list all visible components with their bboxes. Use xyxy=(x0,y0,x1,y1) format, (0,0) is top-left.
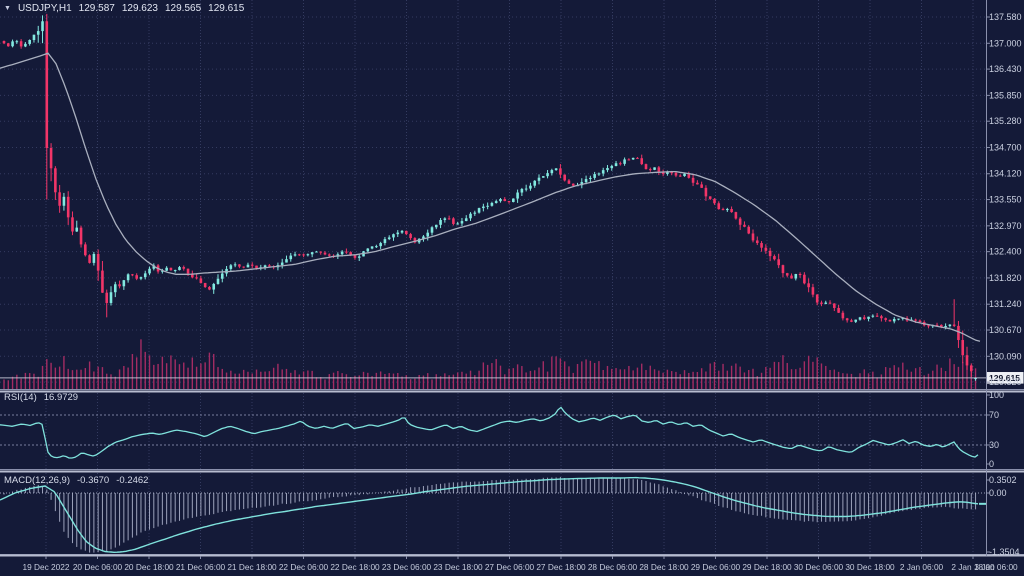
time-axis-label: 28 Dec 06:00 xyxy=(588,562,638,572)
price-axis-label: 135.280 xyxy=(989,116,1022,126)
macd-name: MACD(12,26,9) xyxy=(4,475,70,486)
time-axis-label: 2 Jan 18:00 xyxy=(951,562,995,572)
symbol-timeframe-label: USDJPY,H1 xyxy=(17,3,72,14)
time-axis-label: 23 Dec 18:00 xyxy=(433,562,483,572)
panel-separators xyxy=(0,0,1024,557)
price-axis-label: 134.120 xyxy=(989,169,1022,179)
time-axis-label: 22 Dec 18:00 xyxy=(330,562,380,572)
price-axis-label: 134.700 xyxy=(989,142,1022,152)
quote-low: 129.565 xyxy=(164,3,202,14)
collapse-chart-icon[interactable]: ▼ xyxy=(4,4,11,12)
time-axis-label: 21 Dec 18:00 xyxy=(227,562,277,572)
price-axis-label: 133.550 xyxy=(989,195,1022,205)
price-axis-label: 136.430 xyxy=(989,64,1022,74)
indicator-level-lines xyxy=(0,414,986,494)
current-price-value: 129.615 xyxy=(989,373,1020,383)
time-axis-label: 30 Dec 06:00 xyxy=(794,562,844,572)
time-axis-label: 28 Dec 18:00 xyxy=(639,562,689,572)
rsi-scale-label: 70 xyxy=(989,410,999,420)
time-axis[interactable]: 19 Dec 2022 20 Dec 06:00 20 Dec 18:00 21 De… xyxy=(22,556,1018,572)
candles xyxy=(2,13,977,381)
current-price-tag: 129.615 xyxy=(986,372,1024,384)
price-axis[interactable]: 137.580 137.000 136.430 135.850 135.280 134.7… xyxy=(986,12,1022,557)
rsi-scale-label: 0 xyxy=(989,459,994,469)
time-axis-label: 2 Jan 06:00 xyxy=(900,562,944,572)
macd-scale-label: -1.3504 xyxy=(989,547,1020,557)
quote-open: 129.587 xyxy=(78,3,115,14)
price-axis-label: 130.670 xyxy=(989,325,1022,335)
macd-main-value: -0.3670 xyxy=(77,475,110,486)
price-axis-label: 137.000 xyxy=(989,38,1022,48)
price-axis-label: 132.400 xyxy=(989,247,1022,257)
rsi-indicator-label: RSI(14) 16.9729 xyxy=(4,392,78,403)
chart-title: ▼ USDJPY,H1 129.587 129.623 129.565 129.… xyxy=(4,3,244,14)
time-axis-label: 27 Dec 06:00 xyxy=(485,562,535,572)
quote-close: 129.615 xyxy=(208,3,245,14)
price-axis-label: 131.240 xyxy=(989,299,1022,309)
price-axis-label: 132.970 xyxy=(989,221,1022,231)
time-axis-label: 30 Dec 18:00 xyxy=(845,562,895,572)
time-axis-label: 20 Dec 18:00 xyxy=(124,562,174,572)
quote-high: 129.623 xyxy=(121,3,158,14)
time-axis-label: 21 Dec 06:00 xyxy=(176,562,226,572)
price-axis-label: 137.580 xyxy=(989,12,1022,22)
price-axis-label: 129.520 xyxy=(989,377,1022,387)
macd-signal-value: -0.2462 xyxy=(116,475,149,486)
time-axis-label: 27 Dec 18:00 xyxy=(536,562,586,572)
grid-lines xyxy=(0,0,986,554)
macd-signal-line xyxy=(0,476,986,554)
macd-indicator-label: MACD(12,26,9) -0.3670 -0.2462 xyxy=(4,475,148,486)
rsi-value: 16.9729 xyxy=(43,392,79,403)
rsi-name: RSI(14) xyxy=(4,392,37,403)
time-axis-label: 22 Dec 06:00 xyxy=(279,562,329,572)
price-axis-label: 130.090 xyxy=(989,351,1022,361)
rsi-line xyxy=(0,406,979,459)
macd-histogram xyxy=(3,477,977,553)
rsi-scale-label: 100 xyxy=(989,390,1004,400)
time-axis-label: 20 Dec 06:00 xyxy=(73,562,123,572)
volume-bars xyxy=(3,339,977,389)
macd-scale-label: 0.3502 xyxy=(989,475,1017,485)
time-axis-label: 29 Dec 18:00 xyxy=(742,562,792,572)
rsi-scale-label: 30 xyxy=(989,440,999,450)
price-axis-label: 131.820 xyxy=(989,273,1022,283)
time-axis-label: 23 Dec 06:00 xyxy=(382,562,432,572)
time-axis-label: 3 Jan 06:00 xyxy=(974,562,1018,572)
moving-average-line xyxy=(0,52,981,342)
time-axis-label: 19 Dec 2022 xyxy=(22,562,69,572)
macd-scale-label: 0.00 xyxy=(989,488,1007,498)
time-axis-label: 29 Dec 06:00 xyxy=(691,562,741,572)
price-axis-label: 135.850 xyxy=(989,90,1022,100)
